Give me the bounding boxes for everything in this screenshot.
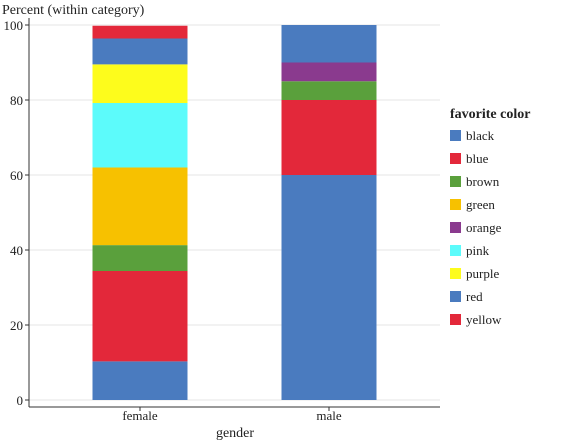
bar-segment-female-red (92, 38, 188, 65)
bar-segment-female-green (92, 167, 188, 246)
bars (92, 25, 377, 400)
x-tick-label-male: male (316, 408, 341, 423)
legend: favorite color black blue brown green orange… (450, 107, 530, 327)
legend-label-pink: pink (466, 243, 490, 258)
legend-label-brown: brown (466, 174, 500, 189)
bar-segment-male-orange (281, 62, 377, 82)
legend-label-orange: orange (466, 220, 502, 235)
x-tick-label-female: female (122, 408, 158, 423)
x-categories: female male (122, 407, 342, 423)
y-tick-label: 0 (17, 393, 24, 408)
legend-swatch-green (450, 199, 461, 210)
bar-segment-male-red (281, 25, 377, 63)
legend-swatch-black (450, 130, 461, 141)
bar-segment-male-black (281, 175, 377, 400)
legend-swatch-yellow (450, 314, 461, 325)
y-tick-label: 20 (10, 318, 23, 333)
legend-swatch-brown (450, 176, 461, 187)
legend-label-purple: purple (466, 266, 499, 281)
bar-segment-female-black (92, 361, 188, 400)
legend-swatch-orange (450, 222, 461, 233)
bar-segment-female-brown (92, 245, 188, 271)
legend-label-blue: blue (466, 151, 489, 166)
y-axis-title: Percent (within category) (2, 3, 145, 18)
legend-title: favorite color (450, 107, 530, 122)
legend-swatch-pink (450, 245, 461, 256)
y-tick-label: 60 (10, 168, 23, 183)
y-tick-label: 80 (10, 93, 23, 108)
y-tick-label: 40 (10, 243, 23, 258)
axes (28, 18, 440, 408)
legend-swatch-red (450, 291, 461, 302)
bar-segment-male-blue (281, 100, 377, 175)
legend-label-green: green (466, 197, 495, 212)
bar-segment-female-purple (92, 64, 188, 103)
y-ticks: 0 20 40 60 80 100 (4, 18, 29, 408)
legend-label-red: red (466, 289, 483, 304)
x-axis-title: gender (216, 426, 254, 441)
bar-segment-male-brown (281, 81, 377, 100)
legend-swatch-blue (450, 153, 461, 164)
y-tick-label: 100 (4, 18, 24, 33)
bar-segment-female-yellow (92, 25, 188, 39)
bar-segment-female-blue (92, 271, 188, 362)
gridlines (29, 24, 440, 401)
bar-segment-female-pink (92, 103, 188, 168)
legend-label-yellow: yellow (466, 312, 502, 327)
legend-label-black: black (466, 128, 495, 143)
legend-swatch-purple (450, 268, 461, 279)
